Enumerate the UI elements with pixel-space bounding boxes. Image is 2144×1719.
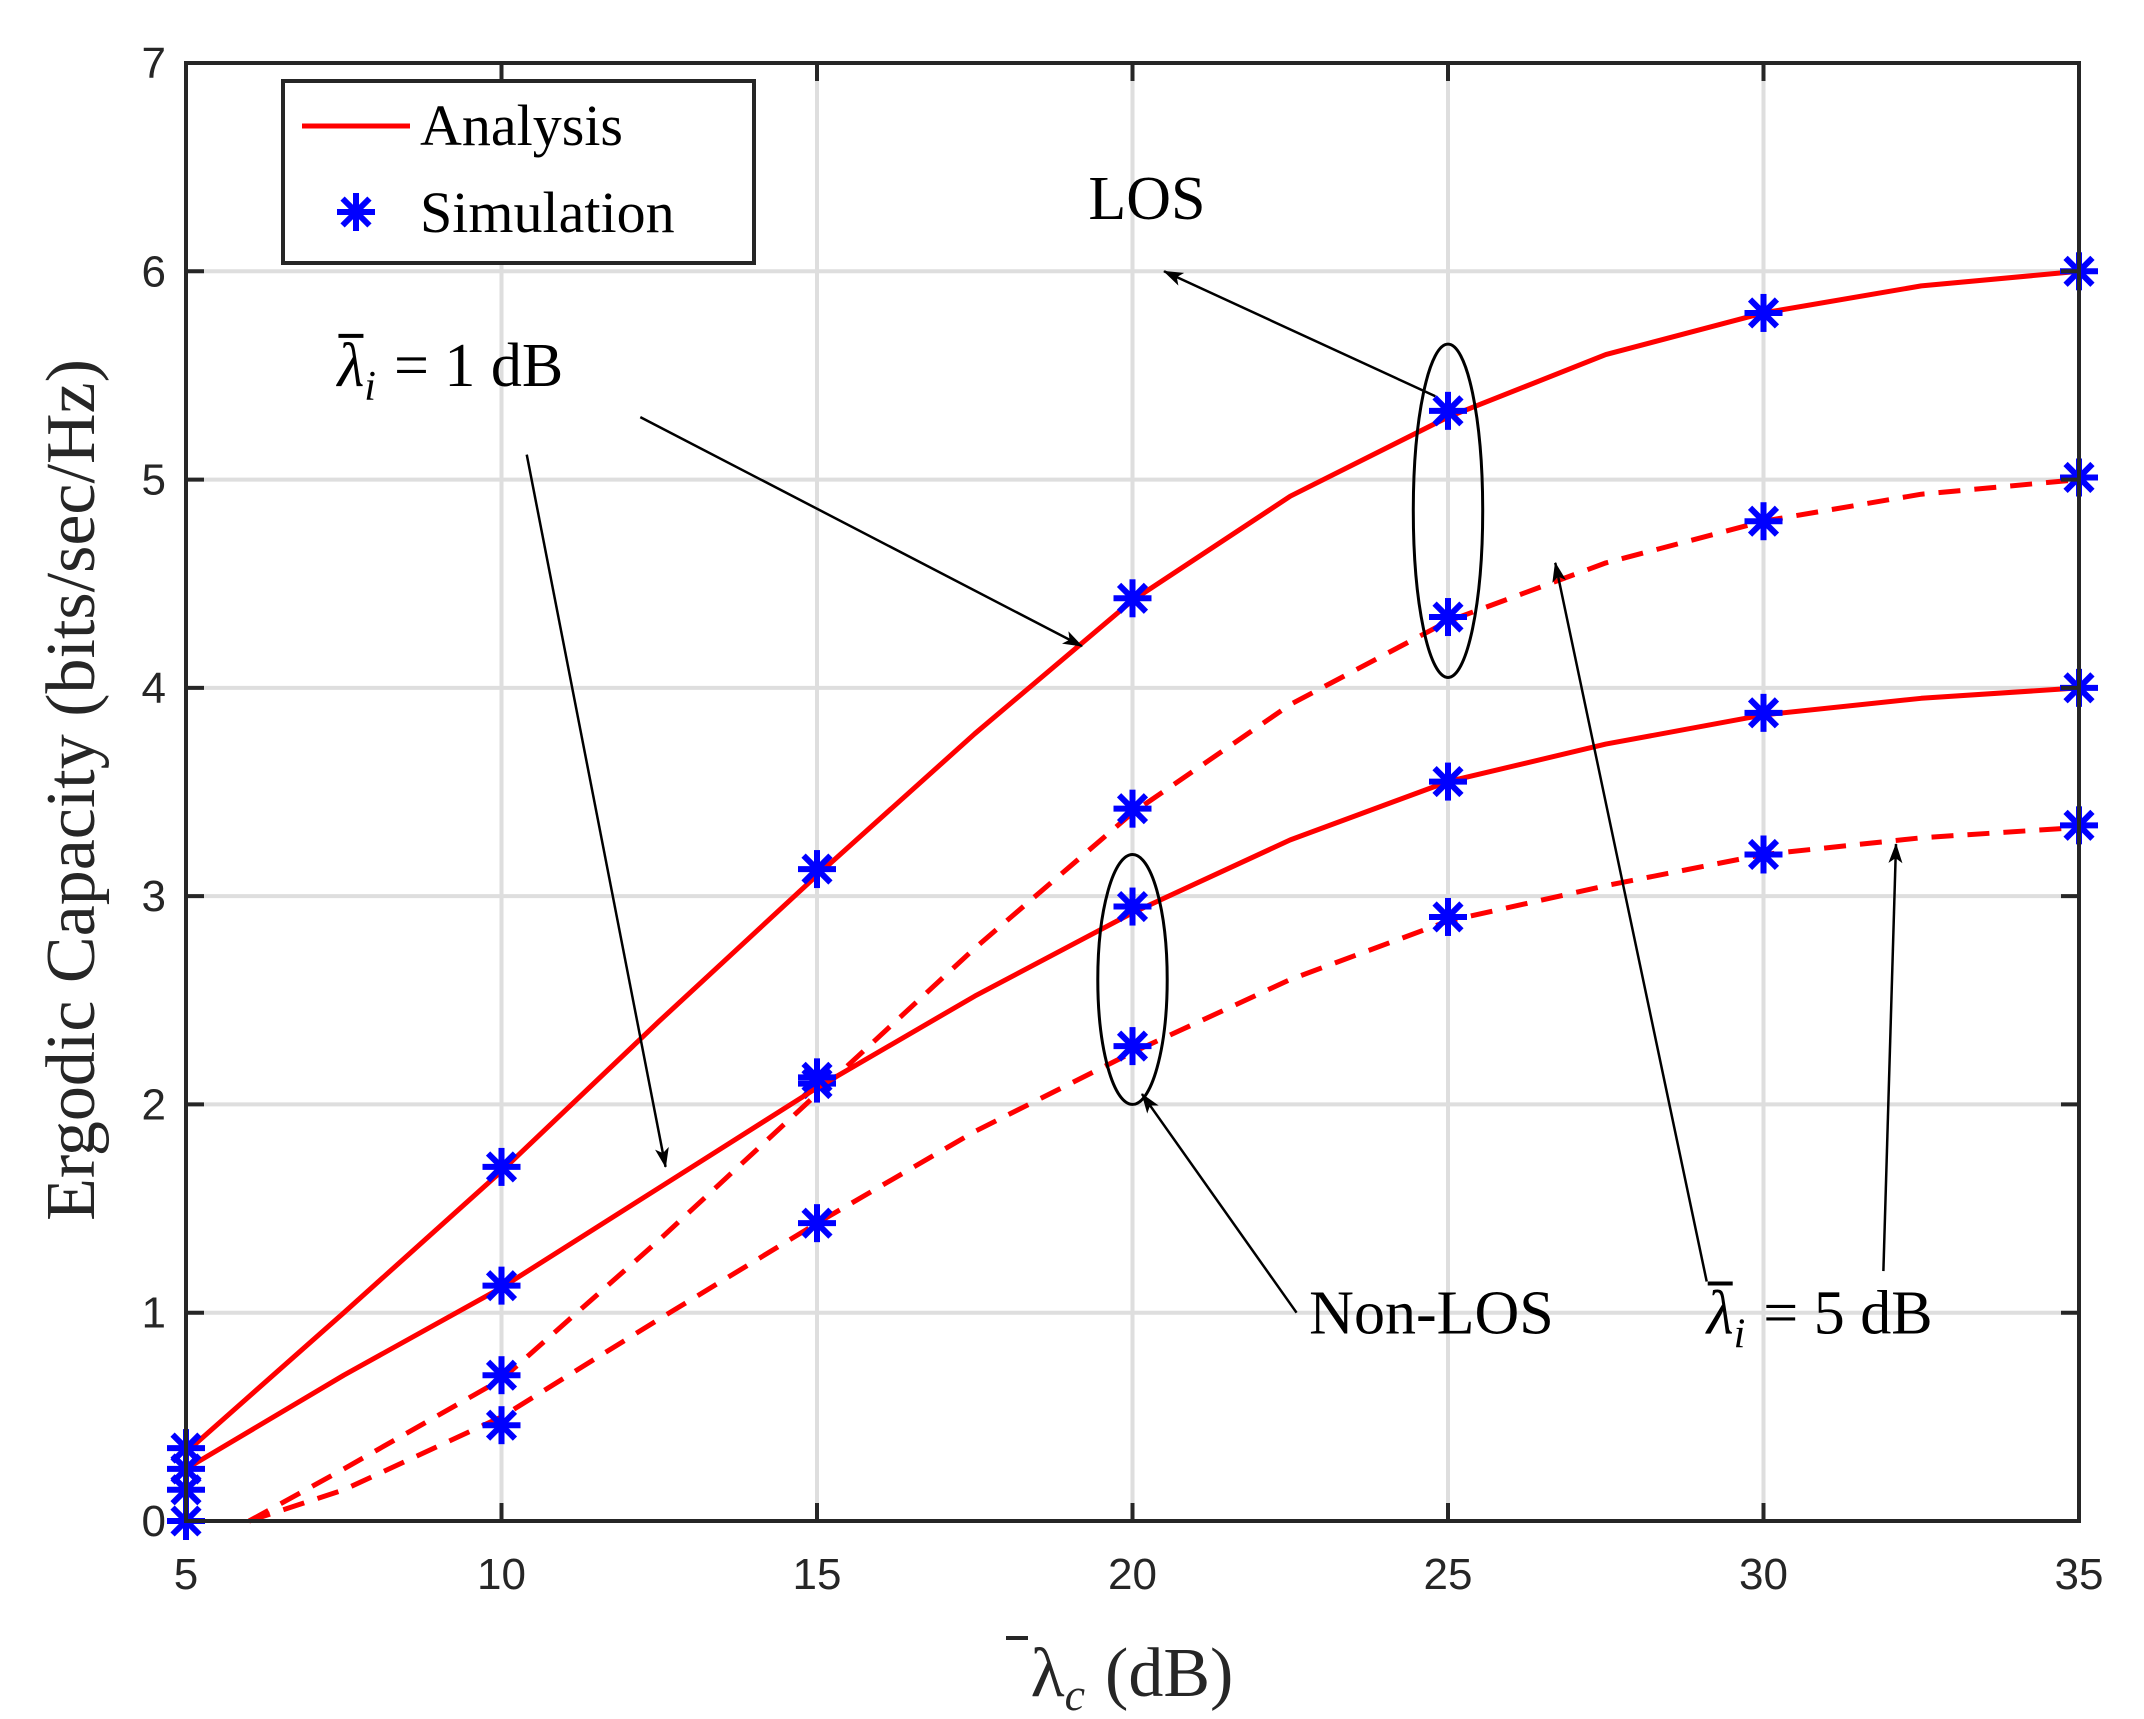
asterisk-stroke xyxy=(1747,505,1780,537)
simulation-marker xyxy=(1429,762,1467,801)
x-axis-subscript: c xyxy=(1065,1669,1085,1719)
asterisk-stroke xyxy=(1747,697,1780,729)
simulation-marker xyxy=(1113,1027,1152,1066)
simulation-marker xyxy=(798,850,836,889)
li1-text: = 1 dB xyxy=(394,332,563,400)
nlos-label: Non-LOS xyxy=(1309,1280,1554,1348)
simulation-marker xyxy=(1113,789,1152,828)
legend-simulation-swatch xyxy=(337,193,375,231)
asterisk-stroke xyxy=(1747,297,1780,329)
y-tick-label: 3 xyxy=(142,872,166,921)
x-tick-label: 35 xyxy=(2055,1550,2104,1599)
simulation-marker xyxy=(798,1204,836,1243)
asterisk-stroke xyxy=(485,1270,518,1302)
legend-asterisk xyxy=(337,193,375,231)
y-tick-label: 6 xyxy=(142,247,166,296)
li5-symbol: λ xyxy=(1705,1280,1734,1348)
li1-arrow xyxy=(639,415,1083,648)
simulation-marker xyxy=(1744,502,1783,541)
nlos-ellipse xyxy=(1096,852,1169,1106)
simulation-marker xyxy=(1429,598,1467,637)
x-axis-title: λc (dB) xyxy=(1031,1635,1234,1719)
y-tick-label: 1 xyxy=(142,1289,166,1338)
asterisk-stroke xyxy=(485,1359,518,1391)
x-tick-label: 10 xyxy=(477,1550,526,1599)
simulation-marker xyxy=(482,1147,521,1186)
x-tick-label: 30 xyxy=(1739,1550,1788,1599)
simulation-marker xyxy=(1744,293,1783,332)
li5-text: = 5 dB xyxy=(1763,1280,1932,1348)
li5-arrow xyxy=(1552,561,1708,1282)
nlos-arrow xyxy=(1140,1093,1298,1314)
y-tick-label: 4 xyxy=(142,664,166,713)
legend-simulation-label: Simulation xyxy=(420,180,675,245)
y-tick-label: 7 xyxy=(142,39,166,88)
x-axis-unit: (dB) xyxy=(1105,1635,1233,1712)
asterisk-stroke xyxy=(801,1207,833,1239)
y-tick-label: 2 xyxy=(142,1080,166,1129)
asterisk-stroke xyxy=(1432,766,1464,798)
x-tick-label: 20 xyxy=(1108,1550,1157,1599)
asterisk-stroke xyxy=(801,1061,833,1093)
asterisk-stroke xyxy=(340,196,372,228)
simulation-marker xyxy=(1744,835,1783,874)
x-tick-label: 15 xyxy=(793,1550,842,1599)
asterisk-stroke xyxy=(1116,891,1149,923)
y-axis-title: Ergodic Capacity (bits/sec/Hz) xyxy=(33,359,110,1221)
li1-symbol: λ xyxy=(335,332,364,400)
li1-subscript: i xyxy=(364,364,376,410)
asterisk-stroke xyxy=(1116,582,1149,614)
simulation-marker xyxy=(1429,391,1467,430)
x-axis-symbol: λ xyxy=(1031,1635,1065,1712)
li5-label: λi = 5 dB xyxy=(1705,1280,1933,1358)
asterisk-stroke xyxy=(1432,901,1464,933)
asterisk-stroke xyxy=(1116,1030,1149,1062)
simulation-marker xyxy=(1429,897,1467,936)
los-arrow xyxy=(1163,270,1436,398)
los-label: LOS xyxy=(1088,165,1205,233)
simulation-marker xyxy=(1113,579,1152,618)
x-tick-label: 25 xyxy=(1424,1550,1473,1599)
simulation-marker xyxy=(798,1058,836,1097)
legend-box xyxy=(281,79,756,265)
asterisk-stroke xyxy=(485,1409,518,1441)
li5-arrow xyxy=(1882,843,1903,1272)
y-tick-label: 5 xyxy=(142,456,166,505)
axis-ticks: 5 10 15 20 25 30 35 0 1 2 3 4 5 6 7 xyxy=(142,39,2104,1599)
simulation-marker xyxy=(482,1406,521,1445)
simulation-marker xyxy=(1113,887,1152,926)
asterisk-stroke xyxy=(1432,395,1464,427)
los-ellipse xyxy=(1411,342,1485,679)
simulation-marker xyxy=(482,1356,521,1395)
li5-subscript: i xyxy=(1734,1312,1746,1358)
legend: Analysis Simulation xyxy=(281,79,756,265)
asterisk-stroke xyxy=(485,1151,518,1183)
asterisk-stroke xyxy=(1432,601,1464,633)
legend-analysis-label: Analysis xyxy=(420,93,623,158)
asterisk-stroke xyxy=(1116,793,1149,825)
asterisk-stroke xyxy=(801,853,833,885)
li1-arrow xyxy=(525,454,669,1168)
asterisk-stroke xyxy=(1747,838,1780,871)
y-tick-label: 0 xyxy=(142,1497,166,1546)
simulation-marker xyxy=(1744,693,1783,732)
x-tick-label: 5 xyxy=(174,1550,198,1599)
simulation-marker xyxy=(482,1266,521,1305)
li1-label: λi = 1 dB xyxy=(335,332,563,410)
